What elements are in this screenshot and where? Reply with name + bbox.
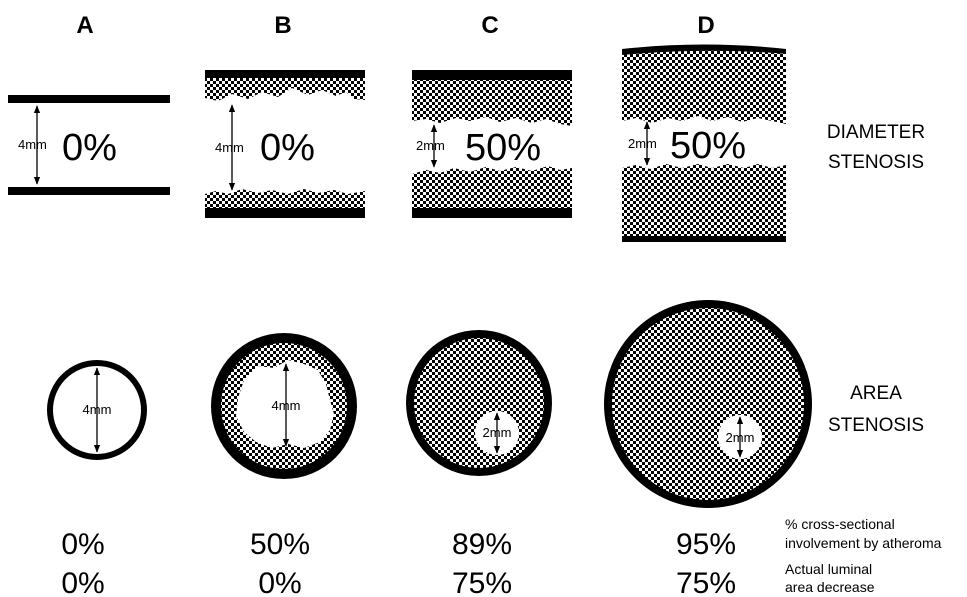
cross-section-c: 2mm [406, 330, 552, 476]
longitudinal-vessel-b: 4mm 0% [205, 70, 365, 218]
longitudinal-vessel-d: 2mm 50% [622, 44, 786, 242]
plaque-ring [612, 308, 804, 500]
plaque-bottom [205, 189, 365, 208]
plaque-ring [414, 338, 544, 468]
dimension-label: 4mm [215, 140, 244, 155]
dimension-label: 2mm [628, 136, 657, 151]
row-label-diameter-line2: STENOSIS [828, 152, 924, 173]
longitudinal-vessel-a: 4mm 0% [8, 95, 170, 195]
row-label-area-line2: STENOSIS [828, 415, 924, 436]
involvement-value-a: 0% [61, 528, 104, 561]
row-label-area-line1: AREA [850, 383, 902, 404]
involvement-value-c: 89% [452, 528, 512, 561]
diameter-stenosis-value: 0% [260, 127, 315, 169]
longitudinal-vessel-c: 2mm 50% [412, 70, 572, 218]
plaque-bottom [622, 164, 786, 236]
plaque-top [622, 50, 786, 124]
involvement-value-b: 50% [250, 528, 310, 561]
luminal-value-d: 75% [676, 567, 736, 597]
luminal-value-a: 0% [61, 567, 104, 597]
legend-involvement-line1: % cross-sectional [785, 516, 895, 532]
cross-section-d: 2mm [604, 300, 812, 508]
plaque-top [205, 78, 365, 101]
plaque-top [412, 80, 572, 126]
column-letter-a: A [76, 12, 93, 39]
row-label-diameter-line1: DIAMETER [827, 122, 925, 143]
plaque-bottom [412, 166, 572, 208]
diameter-stenosis-value: 50% [670, 125, 746, 167]
dimension-label: 2mm [483, 425, 512, 440]
cross-section-b: 4mm [211, 333, 357, 479]
column-letter-c: C [481, 12, 498, 39]
vessel-wall-bottom [205, 208, 365, 218]
dimension-label: 2mm [416, 138, 445, 153]
vessel-wall-top [412, 70, 572, 80]
dimension-label: 4mm [272, 398, 301, 413]
vessel-wall-top [8, 95, 170, 103]
luminal-value-b: 0% [258, 567, 301, 597]
dimension-label: 2mm [726, 430, 755, 445]
column-letter-b: B [274, 12, 291, 39]
dimension-label: 4mm [83, 402, 112, 417]
diameter-stenosis-value: 50% [465, 127, 541, 169]
vessel-wall-bottom [622, 236, 786, 242]
luminal-value-c: 75% [452, 567, 512, 597]
legend-involvement-line2: involvement by atheroma [785, 535, 942, 551]
vessel-wall-bottom [412, 208, 572, 218]
involvement-value-d: 95% [676, 528, 736, 561]
column-letter-d: D [697, 12, 714, 39]
legend-luminal-line1: Actual luminal [785, 561, 872, 577]
cross-section-a: 4mm [47, 360, 147, 460]
vessel-wall-top [205, 70, 365, 78]
vessel-wall-bottom [8, 187, 170, 195]
diameter-stenosis-value: 0% [62, 127, 117, 169]
vessel-wall-top [622, 44, 786, 56]
dimension-label: 4mm [18, 137, 47, 152]
legend-luminal-line2: area decrease [785, 579, 875, 595]
